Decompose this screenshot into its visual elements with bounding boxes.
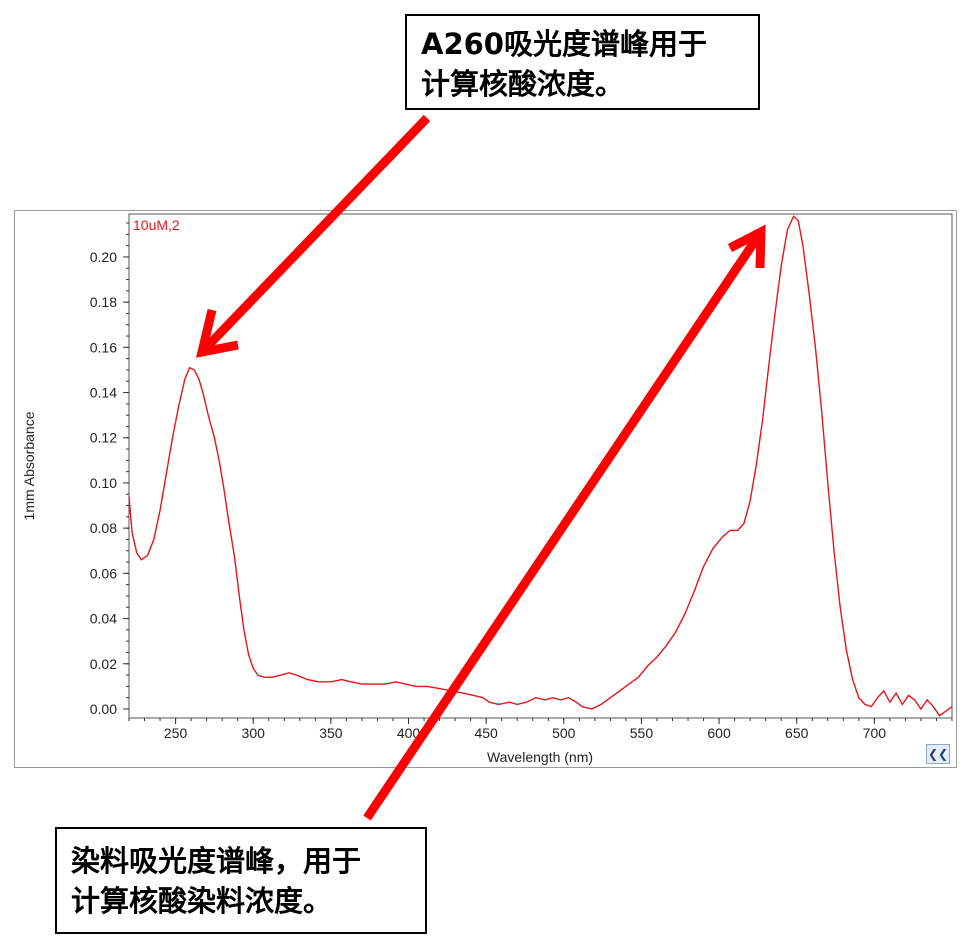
x-tick-label: 600 (707, 725, 731, 741)
y-axis-title: 1mm Absorbance (21, 411, 37, 520)
x-tick-label: 350 (319, 725, 343, 741)
y-tick-label: 0.20 (90, 249, 117, 265)
y-tick-label: 0.12 (90, 430, 117, 446)
y-tick-label: 0.18 (90, 294, 117, 310)
collapse-panel-button[interactable]: ❮❮ (926, 744, 950, 764)
annotation-box-dye: 染料吸光度谱峰，用于 计算核酸染料浓度。 (55, 827, 427, 934)
arrow-head-a260 (196, 308, 239, 358)
annotation-a260-line2: 计算核酸浓度。 (421, 67, 625, 101)
y-tick-label: 0.14 (90, 385, 117, 401)
x-tick-label: 400 (397, 725, 421, 741)
annotation-box-a260: A260吸光度谱峰用于 计算核酸浓度。 (405, 14, 760, 110)
y-tick-label: 0.06 (90, 565, 117, 581)
x-tick-label: 450 (474, 725, 498, 741)
annotation-dye-line1: 染料吸光度谱峰，用于 (71, 844, 362, 878)
y-tick-label: 0.02 (90, 656, 117, 672)
y-tick-label: 0.08 (90, 520, 117, 536)
y-axis: 0.00 0.02 0.04 0.06 0.08 0.10 0.12 0.14 0.16 0.18… (90, 222, 129, 717)
x-tick-label: 500 (552, 725, 576, 741)
x-tick-label: 550 (630, 725, 654, 741)
x-axis: 250 300 350 400 450 500 550 600 650 700 (128, 718, 953, 741)
arrow-to-a260-peak (198, 114, 431, 356)
y-tick-label: 0.16 (90, 339, 117, 355)
x-tick-label: 650 (785, 725, 809, 741)
plot-area (128, 213, 953, 719)
y-tick-label: 0.10 (90, 475, 117, 491)
series-label: 10uM,2 (133, 217, 180, 233)
annotation-dye-line2: 计算核酸染料浓度。 (71, 884, 333, 918)
plot-layer: 0.00 0.02 0.04 0.06 0.08 0.10 0.12 0.14 0.16 0.18… (21, 213, 953, 765)
annotation-a260-line1: A260吸光度谱峰用于 (421, 27, 707, 61)
series-line-10um-2 (128, 215, 953, 717)
x-axis-title: Wavelength (nm) (487, 749, 593, 765)
y-tick-label: 0.04 (90, 611, 117, 627)
x-tick-label: 250 (164, 725, 188, 741)
arrow-head-dye (727, 224, 766, 269)
x-tick-label: 300 (242, 725, 266, 741)
y-tick-label: 0.00 (90, 701, 117, 717)
annotation-arrows (196, 114, 766, 821)
arrow-to-dye-peak (363, 229, 765, 821)
x-tick-label: 700 (863, 725, 887, 741)
